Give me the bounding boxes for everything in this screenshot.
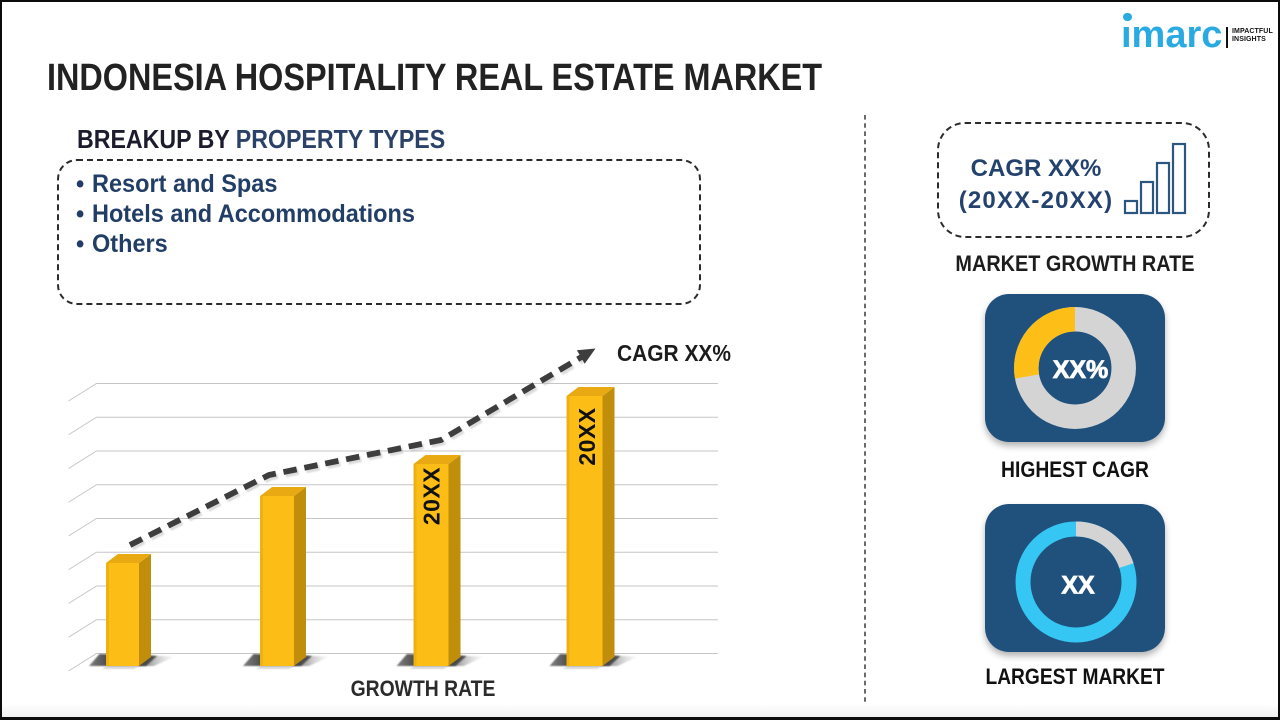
- svg-text:20XX: 20XX: [574, 407, 600, 465]
- svg-text:XX: XX: [1061, 572, 1095, 600]
- svg-text:20XX: 20XX: [419, 467, 445, 525]
- svg-text:XX%: XX%: [1053, 356, 1109, 384]
